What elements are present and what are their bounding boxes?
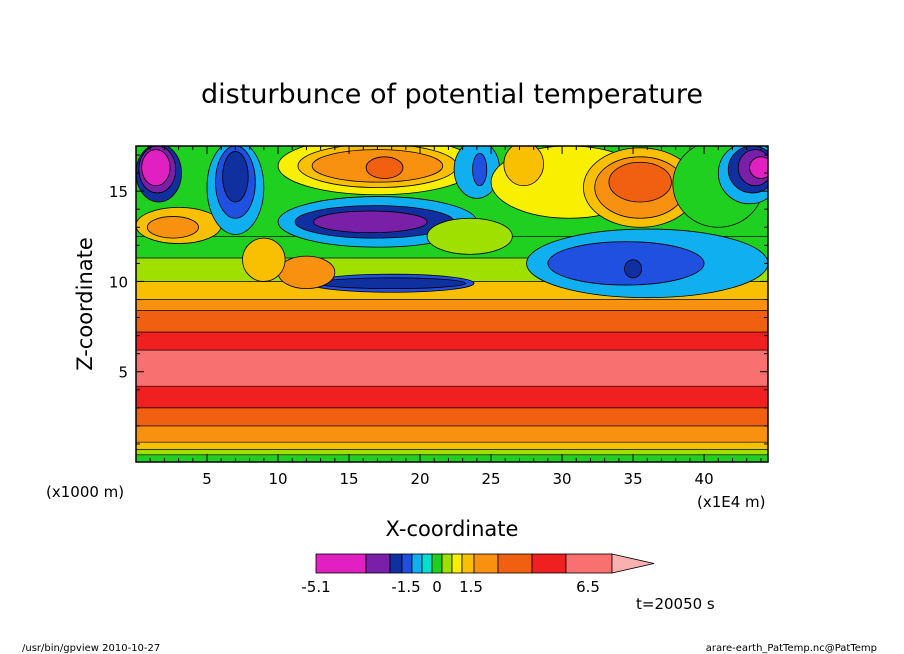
y-unit-label: (x1000 m) <box>46 483 124 501</box>
colorbar-swatch <box>461 553 475 574</box>
colorbar-tick-label: -1.5 <box>391 578 420 596</box>
x-tick-label: 40 <box>695 470 714 488</box>
y-tick-label: 10 <box>109 273 128 291</box>
contour-blob-19 <box>426 217 513 255</box>
x-tick-label: 20 <box>410 470 429 488</box>
band-3 <box>136 425 768 443</box>
colorbar-arrow <box>611 553 655 574</box>
x-axis-label: X-coordinate <box>386 517 519 541</box>
colorbar-swatch <box>451 553 463 574</box>
x-tick-label: 25 <box>482 470 501 488</box>
contour-blob-24 <box>608 161 672 203</box>
colorbar <box>315 553 655 574</box>
band-9 <box>136 299 768 311</box>
x-tick-label: 15 <box>339 470 358 488</box>
footer-left: /usr/bin/gpview 2010-10-27 <box>22 643 160 654</box>
time-label: t=20050 s <box>636 595 715 613</box>
band-4 <box>136 407 768 427</box>
x-axis-ticks: 5 10 15 20 25 30 35 40 <box>149 146 762 488</box>
contour-blob-21 <box>503 146 544 187</box>
plot-frame <box>135 145 769 463</box>
y-tick-label: 15 <box>109 183 128 201</box>
contour-blob-16 <box>317 277 466 290</box>
contour-blob-7 <box>222 151 249 203</box>
band-8 <box>136 310 768 333</box>
colorbar-swatch <box>401 553 413 574</box>
colorbar-swatch <box>431 553 443 574</box>
colorbar-swatch <box>531 553 567 574</box>
colorbar-swatch <box>497 553 533 574</box>
band-0 <box>136 454 768 462</box>
colorbar-swatch <box>441 553 453 574</box>
colorbar-swatch <box>365 553 391 574</box>
chart-title: disturbunce of potential temperature <box>201 79 703 110</box>
band-2 <box>136 441 768 450</box>
contour-blob-29 <box>749 156 768 179</box>
colorbar-swatch <box>421 553 433 574</box>
contour-blob-14 <box>313 210 428 234</box>
band-7 <box>136 331 768 351</box>
colorbar-swatch <box>565 553 613 574</box>
contour-blob-32 <box>624 259 643 279</box>
colorbar-tick-label: 6.5 <box>576 578 600 596</box>
contour-blob-11 <box>365 156 404 179</box>
contour-blob-34 <box>242 237 286 282</box>
contour-blob-4 <box>146 216 199 239</box>
contour-blob-18 <box>472 152 488 187</box>
colorbar-tick-labels: -5.1 -1.5 0 1.5 6.5 <box>301 578 600 596</box>
footer-right: arare-earth_PatTemp.nc@PatTemp <box>706 643 877 654</box>
band-6 <box>136 349 768 387</box>
colorbar-tick-label: 0 <box>432 578 442 596</box>
x-tick-label: 35 <box>624 470 643 488</box>
colorbar-tick-label: 1.5 <box>459 578 483 596</box>
band-1 <box>136 449 768 456</box>
y-tick-label: 5 <box>118 364 128 382</box>
band-5 <box>136 385 768 409</box>
colorbar-swatch <box>389 553 403 574</box>
x-tick-label: 5 <box>202 470 212 488</box>
colorbar-tick-label: -5.1 <box>301 578 330 596</box>
contour-field <box>136 146 768 462</box>
x-tick-label: 30 <box>553 470 572 488</box>
colorbar-swatch <box>411 553 423 574</box>
contour-blob-33 <box>277 255 336 290</box>
contour-blob-2 <box>141 149 171 187</box>
y-axis-ticks: 5 10 15 <box>109 154 768 445</box>
colorbar-swatch <box>473 553 499 574</box>
x-unit-label: (x1E4 m) <box>697 493 766 511</box>
x-tick-label: 10 <box>268 470 287 488</box>
y-axis-label: Z-coordinate <box>73 237 97 371</box>
colorbar-swatch <box>315 553 367 574</box>
